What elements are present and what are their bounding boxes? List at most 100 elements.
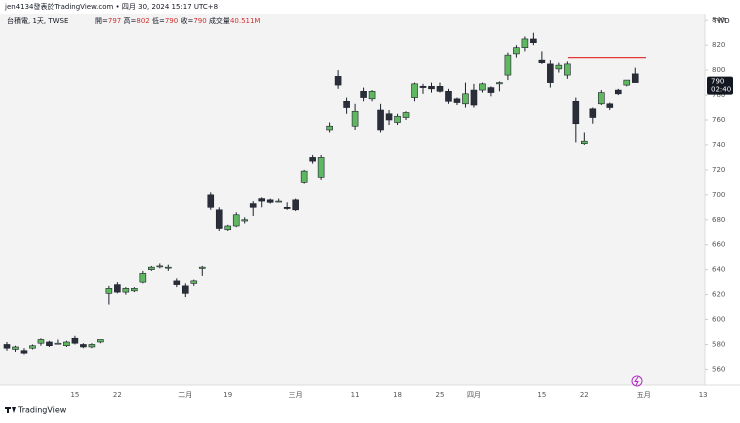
candle-body bbox=[275, 200, 282, 203]
attribution: jen4134發表於TradingView.com • 四月 30, 2024 … bbox=[4, 2, 218, 11]
candle-body bbox=[419, 86, 427, 88]
candle-body bbox=[80, 344, 87, 348]
candle-body bbox=[411, 83, 418, 98]
candle-body bbox=[597, 92, 605, 105]
y-tick-label: 660 bbox=[712, 241, 725, 249]
icon bbox=[634, 376, 639, 386]
candle-body bbox=[63, 341, 70, 347]
candle-body bbox=[258, 198, 266, 202]
x-tick-label: 15 bbox=[537, 391, 546, 399]
candle-body bbox=[131, 288, 138, 292]
candle-body bbox=[3, 344, 11, 349]
x-tick-label: 五月 bbox=[637, 391, 651, 399]
candle-body bbox=[470, 89, 478, 106]
candle-body bbox=[300, 170, 308, 183]
legend-part: 790 bbox=[193, 17, 206, 25]
countdown: 02:40 bbox=[711, 86, 731, 94]
y-tick-label: 820 bbox=[712, 41, 725, 49]
candle-body bbox=[343, 100, 350, 108]
candle-body bbox=[453, 98, 461, 103]
candle-body bbox=[241, 219, 249, 222]
candle-body bbox=[385, 113, 393, 121]
symbol: 台積電, 1天, TWSE bbox=[7, 16, 68, 25]
price-label: 790 bbox=[711, 78, 724, 86]
candle-body bbox=[606, 103, 614, 108]
candle-body bbox=[88, 344, 96, 348]
candle-body bbox=[165, 266, 172, 269]
x-tick-label: 三月 bbox=[289, 391, 303, 399]
ohlc-legend: 開=797 高=802 低=790 收=790 成交量40.511M bbox=[95, 16, 260, 25]
y-tick-label: 600 bbox=[712, 316, 725, 324]
y-tick-label: 680 bbox=[712, 216, 725, 224]
brand: TradingView bbox=[17, 406, 67, 415]
x-tick-label: 18 bbox=[393, 391, 402, 399]
candle-body bbox=[377, 109, 384, 131]
candle-body bbox=[224, 225, 232, 231]
y-tick-label: 740 bbox=[712, 141, 725, 149]
legend-part: 790 bbox=[165, 17, 178, 25]
candle-body bbox=[114, 284, 121, 293]
candle-body bbox=[326, 125, 333, 131]
x-tick-label: 11 bbox=[351, 391, 360, 399]
candle-body bbox=[581, 140, 588, 144]
legend-part: 797 bbox=[108, 17, 121, 25]
legend-part: 低= bbox=[152, 16, 165, 25]
candle-body bbox=[428, 86, 435, 90]
candle-body bbox=[148, 266, 155, 270]
plot-area bbox=[0, 14, 705, 385]
candle-body bbox=[198, 266, 206, 269]
candle-body bbox=[402, 112, 410, 118]
candle-body bbox=[394, 115, 401, 123]
y-tick-label: 560 bbox=[712, 365, 725, 373]
y-tick-label: 800 bbox=[712, 66, 725, 74]
candle-body bbox=[504, 54, 512, 76]
x-tick-label: 四月 bbox=[467, 391, 481, 399]
currency: TWD bbox=[712, 17, 730, 25]
candle-body bbox=[29, 345, 36, 349]
x-tick-label: 25 bbox=[436, 391, 445, 399]
candle-body bbox=[368, 91, 376, 100]
candle-body bbox=[215, 209, 223, 229]
candle-body bbox=[572, 100, 580, 125]
x-tick-label: 15 bbox=[70, 391, 79, 399]
candle-body bbox=[71, 337, 79, 344]
legend-part: 成交量 bbox=[209, 16, 230, 25]
candle-body bbox=[351, 110, 359, 127]
candle-body bbox=[97, 339, 104, 343]
candle-body bbox=[589, 108, 597, 118]
candle-body bbox=[309, 157, 316, 162]
y-tick-label: 700 bbox=[712, 191, 725, 199]
candle-body bbox=[462, 93, 469, 105]
candle-body bbox=[232, 214, 240, 227]
candle-body bbox=[283, 206, 291, 209]
y-tick-label: 580 bbox=[712, 340, 725, 348]
icon bbox=[631, 375, 643, 387]
y-tick-label: 640 bbox=[712, 266, 725, 274]
candle-body bbox=[37, 339, 45, 344]
candle-body bbox=[530, 38, 537, 43]
candle-body bbox=[105, 288, 113, 294]
candle-body bbox=[334, 76, 342, 86]
x-tick-label: 13 bbox=[699, 391, 708, 399]
price-badge bbox=[707, 76, 733, 95]
candle-body bbox=[54, 342, 62, 345]
candle-body bbox=[436, 86, 444, 92]
candle-body bbox=[207, 194, 215, 208]
candle-body bbox=[122, 288, 130, 293]
legend-part: 收= bbox=[180, 16, 193, 25]
candle-body bbox=[496, 82, 503, 85]
x-tick-label: 22 bbox=[113, 391, 122, 399]
candle-body bbox=[249, 203, 257, 208]
candle-body bbox=[156, 265, 164, 268]
legend-part: 40.511M bbox=[230, 17, 261, 25]
y-tick-label: 760 bbox=[712, 116, 725, 124]
y-tick-label: 780 bbox=[712, 91, 725, 99]
candle-body bbox=[360, 91, 367, 98]
x-tick-label: 二月 bbox=[178, 391, 192, 399]
candle-body bbox=[614, 89, 622, 95]
logo bbox=[5, 407, 16, 413]
candle-body bbox=[521, 38, 529, 48]
y-tick-label: 840 bbox=[712, 16, 725, 24]
